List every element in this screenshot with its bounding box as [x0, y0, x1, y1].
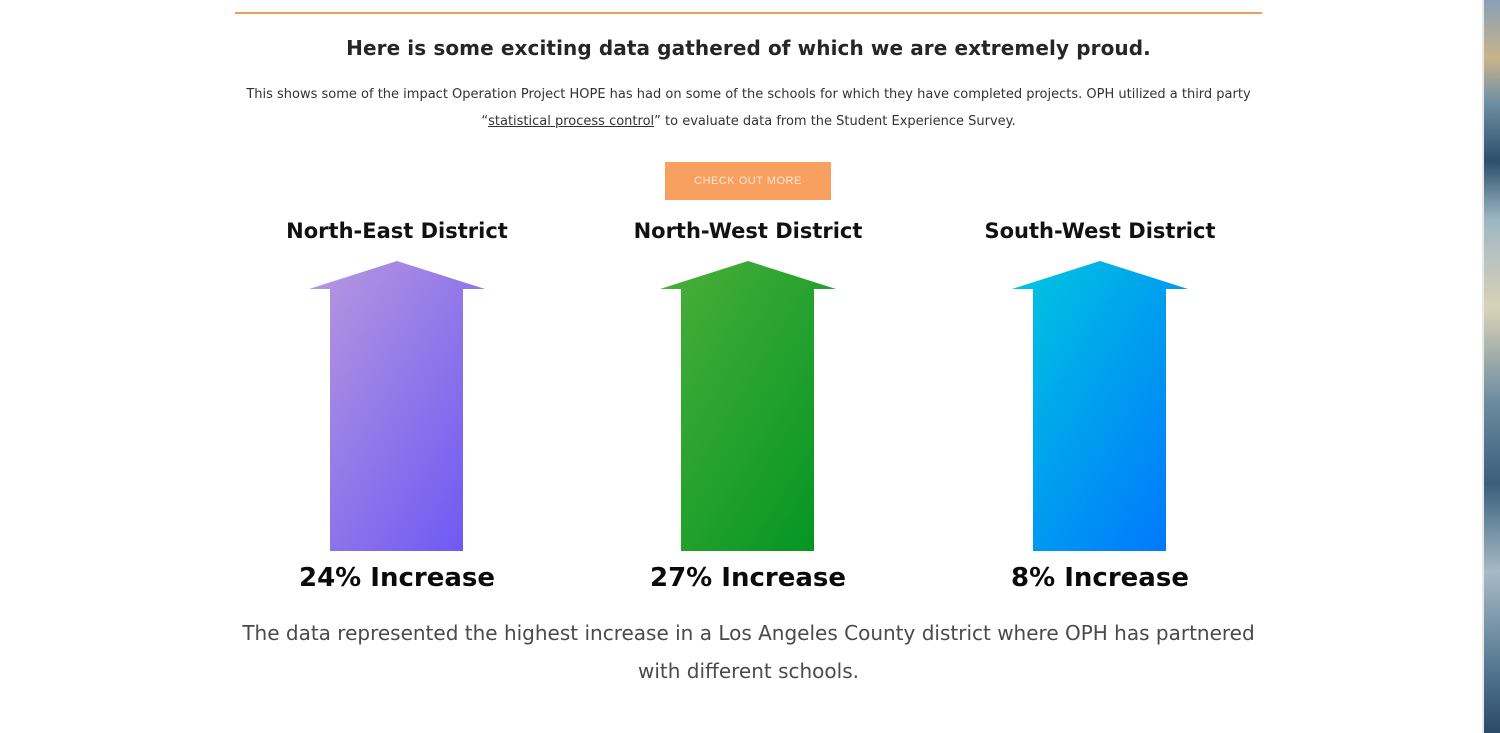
up-arrow-icon — [660, 261, 836, 551]
arrow-shape — [1012, 261, 1188, 551]
statistical-process-control-link[interactable]: statistical process control — [488, 114, 655, 129]
up-arrow-icon — [309, 261, 485, 551]
window-edge-divider — [1482, 0, 1484, 733]
district-card-north-west: North-West District 27% Increase — [598, 215, 898, 605]
background-window-strip — [1484, 0, 1500, 733]
intro-text-after: ” to evaluate data from the Student Expe… — [654, 114, 1016, 129]
top-divider — [235, 12, 1262, 14]
district-stat: 27% Increase — [650, 563, 846, 593]
check-out-more-button[interactable]: CHECK OUT MORE — [665, 162, 831, 200]
district-stat: 8% Increase — [1011, 563, 1189, 593]
district-card-south-west: South-West District 8% Increase — [950, 215, 1250, 605]
district-name: South-West District — [984, 219, 1216, 243]
intro-text-before: This shows some of the impact Operation … — [246, 87, 1251, 129]
footnote-text: The data represented the highest increas… — [242, 621, 1255, 683]
arrow-shape — [309, 261, 485, 551]
district-name: North-East District — [286, 219, 508, 243]
intro-paragraph: This shows some of the impact Operation … — [235, 81, 1262, 135]
up-arrow-icon — [1012, 261, 1188, 551]
arrow-shape — [660, 261, 836, 551]
district-card-north-east: North-East District 24% Increase — [247, 215, 547, 605]
district-name: North-West District — [633, 219, 863, 243]
district-stat: 24% Increase — [299, 563, 495, 593]
section-headline: Here is some exciting data gathered of w… — [346, 36, 1151, 60]
